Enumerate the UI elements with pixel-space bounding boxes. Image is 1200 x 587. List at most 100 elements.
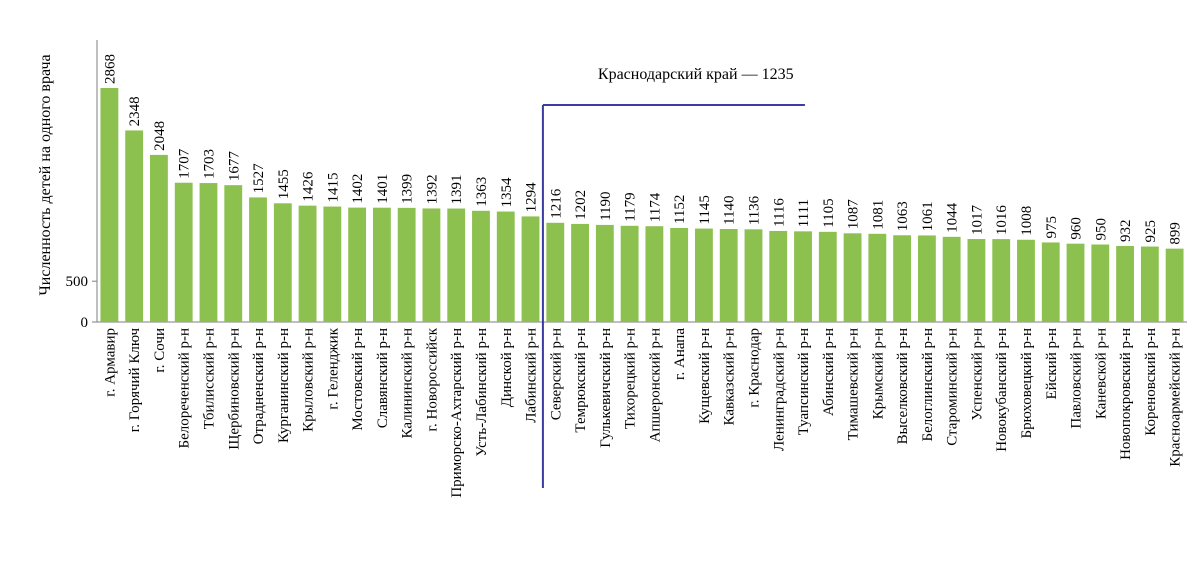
bar-value-label: 1179 xyxy=(623,192,639,221)
bar-value-label: 975 xyxy=(1044,216,1060,239)
bar xyxy=(843,233,862,322)
x-category-label: Калининский р-н xyxy=(400,328,416,438)
x-category-label: Тихорецкий р-н xyxy=(623,328,639,429)
x-category-label: Крымский р-н xyxy=(870,328,886,419)
bar xyxy=(348,207,367,322)
bar xyxy=(496,211,515,322)
x-category-label: Апшеронский р-н xyxy=(647,328,663,442)
bar xyxy=(868,233,887,322)
bar xyxy=(298,205,317,322)
bar xyxy=(397,207,416,322)
bar xyxy=(893,235,912,322)
x-category-label: Туапсинский р-н xyxy=(796,328,812,435)
bar xyxy=(174,182,193,322)
bar-value-label: 1391 xyxy=(449,175,465,205)
x-category-label: Красноармейский р-н xyxy=(1168,328,1184,467)
x-category-label: Лабинский р-н xyxy=(524,328,540,423)
bar xyxy=(1165,248,1184,322)
reference-line-label: Краснодарский край — 1235 xyxy=(598,66,794,83)
bar xyxy=(472,210,490,322)
x-category-label: Крыловский р-н xyxy=(301,328,317,432)
bar xyxy=(546,222,565,322)
x-category-label: г. Армавир xyxy=(102,328,118,397)
bar xyxy=(695,228,713,322)
x-category-label: г. Горячий Ключ xyxy=(127,328,143,433)
bar xyxy=(992,239,1011,322)
bar-value-label: 2048 xyxy=(152,121,168,151)
bar-value-label: 932 xyxy=(1118,219,1134,242)
x-category-label: Белореченский р-н xyxy=(177,328,193,449)
bar xyxy=(794,231,812,322)
bar-value-label: 1190 xyxy=(598,191,614,220)
bar xyxy=(1066,243,1085,322)
x-category-label: Отрадненский р-н xyxy=(251,328,267,444)
bar-value-label: 925 xyxy=(1143,220,1159,243)
bar xyxy=(769,230,788,322)
bar-value-label: 1401 xyxy=(375,174,391,204)
x-category-label: Белоглинский р-н xyxy=(920,328,936,441)
bar-value-label: 1105 xyxy=(821,198,837,227)
bar xyxy=(744,229,763,322)
bar xyxy=(521,216,540,322)
x-category-label: Северский р-н xyxy=(548,328,564,420)
bar xyxy=(224,185,243,322)
bar-value-label: 1703 xyxy=(201,149,217,179)
x-category-label: Ленинградский р-н xyxy=(771,328,787,451)
bar-value-label: 1140 xyxy=(722,196,738,225)
bar xyxy=(942,236,961,322)
x-category-label: Тимашевский р-н xyxy=(846,328,862,440)
bar-value-label: 1136 xyxy=(746,195,762,225)
bar-value-label: 1455 xyxy=(276,169,292,199)
bar xyxy=(422,208,441,322)
bar xyxy=(670,228,689,322)
bar-value-label: 1294 xyxy=(524,182,540,213)
y-tick-label: 500 xyxy=(66,274,89,290)
x-category-label: Кавказский р-н xyxy=(722,328,738,425)
x-category-label: Абинский р-н xyxy=(821,328,837,416)
x-category-label: Курганинский р-н xyxy=(276,328,292,443)
bar-value-label: 1415 xyxy=(325,173,341,203)
bar xyxy=(719,228,738,322)
bar xyxy=(967,239,986,322)
x-category-label: Успенский р-н xyxy=(969,328,985,420)
x-category-label: Староминский р-н xyxy=(945,328,961,446)
x-category-label: Темрюкский р-н xyxy=(573,328,589,433)
bar-value-label: 1216 xyxy=(548,188,564,219)
bar-value-label: 1008 xyxy=(1019,206,1035,236)
bar-value-label: 1399 xyxy=(400,174,416,204)
x-category-label: г. Анапа xyxy=(672,328,688,380)
x-category-label: Мостовский р-н xyxy=(350,328,366,431)
bar xyxy=(571,223,589,322)
bar xyxy=(100,88,119,322)
x-category-label: Павловский р-н xyxy=(1069,328,1085,429)
bar-value-label: 1016 xyxy=(994,205,1010,236)
x-category-label: г. Сочи xyxy=(152,328,168,373)
x-category-label: Приморско-Ахтарский р-н xyxy=(449,328,465,498)
bar xyxy=(199,183,218,322)
bar-value-label: 1426 xyxy=(301,171,317,202)
x-category-label: Новопокровский р-н xyxy=(1118,328,1134,460)
bar-value-label: 1202 xyxy=(573,190,589,220)
x-category-label: г. Геленджик xyxy=(325,327,341,409)
bar xyxy=(1017,239,1035,322)
bar xyxy=(620,225,639,322)
bar xyxy=(125,130,144,322)
bar-value-label: 1677 xyxy=(226,151,242,182)
x-category-label: г. Новороссийск xyxy=(424,327,440,431)
x-category-label: Новокубанский р-н xyxy=(994,328,1010,452)
y-axis-label: Численность детей на одного врача xyxy=(37,54,54,295)
bar-value-label: 1061 xyxy=(920,201,936,231)
x-category-label: Усть-Лабинский р-н xyxy=(474,328,490,457)
bar-value-label: 2348 xyxy=(127,96,143,126)
bar-value-label: 1044 xyxy=(945,202,961,233)
y-tick-label: 0 xyxy=(81,315,89,331)
bar-value-label: 1111 xyxy=(796,199,812,227)
x-category-label: Каневской р-н xyxy=(1093,328,1109,419)
bar xyxy=(1041,242,1060,322)
bar-value-label: 1087 xyxy=(846,199,862,230)
bar xyxy=(249,197,267,322)
x-category-label: Щербиновский р-н xyxy=(226,328,242,450)
x-category-label: Славянский р-н xyxy=(375,328,391,428)
bar-value-label: 1392 xyxy=(424,174,440,204)
bar-value-label: 899 xyxy=(1168,222,1184,245)
